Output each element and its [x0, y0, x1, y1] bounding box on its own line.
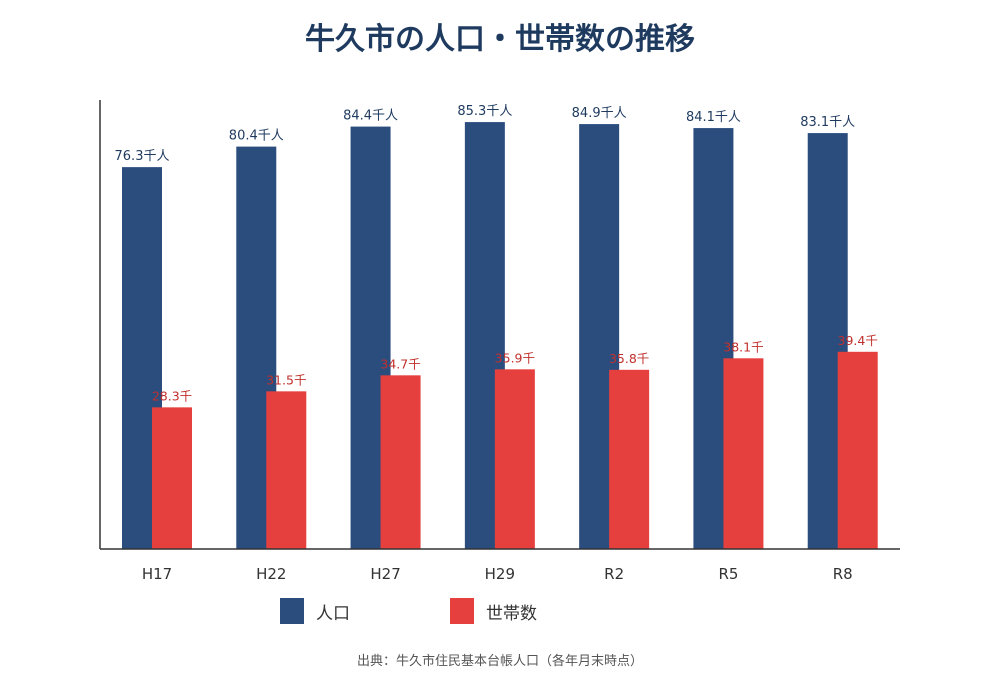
population-label-H27: 84.4千人: [343, 109, 398, 124]
households-label-H29: 35.9千: [495, 350, 535, 365]
households-bar-H27: [380, 375, 421, 549]
households-bar-R8: [837, 351, 878, 549]
households-bar-H29: [494, 369, 535, 549]
legend-swatch-households: [450, 598, 474, 624]
x-tick-label-H17: H17: [142, 565, 172, 583]
households-bar-R2: [609, 369, 650, 549]
x-tick-label-R8: R8: [833, 565, 853, 583]
households-label-H17: 28.3千: [152, 388, 192, 403]
population-label-H17: 76.3千人: [115, 149, 170, 164]
population-label-H22: 80.4千人: [229, 129, 284, 144]
x-tick-label-H22: H22: [256, 565, 286, 583]
population-label-R2: 84.9千人: [572, 106, 627, 121]
households-label-R2: 35.8千: [609, 351, 649, 366]
population-label-R5: 84.1千人: [686, 110, 741, 125]
legend-item-households: 世帯数: [450, 598, 537, 624]
x-tick-label-H29: H29: [485, 565, 515, 583]
x-tick-label-R5: R5: [718, 565, 738, 583]
population-label-R8: 83.1千人: [800, 115, 855, 130]
chart-title: 牛久市の人口・世帯数の推移: [305, 22, 695, 57]
legend-swatch-population: [280, 598, 304, 624]
households-label-H22: 31.5千: [266, 372, 306, 387]
x-tick-label-R2: R2: [604, 565, 624, 583]
population-label-H29: 85.3千人: [457, 104, 512, 119]
households-label-H27: 34.7千: [380, 356, 420, 371]
households-label-R8: 39.4千: [838, 333, 878, 348]
households-bar-R5: [723, 358, 764, 549]
households-bar-H22: [266, 391, 307, 549]
households-label-R5: 38.1千: [723, 339, 763, 354]
legend-label-households: 世帯数: [486, 603, 537, 624]
legend: 人口 世帯数: [0, 598, 1000, 628]
source-note: 出典：牛久市住民基本台帳人口（各年月末時点）: [356, 654, 643, 669]
households-bar-H17: [152, 407, 192, 549]
legend-item-population: 人口: [280, 598, 350, 624]
legend-label-population: 人口: [316, 603, 350, 624]
x-tick-label-H27: H27: [370, 565, 400, 583]
